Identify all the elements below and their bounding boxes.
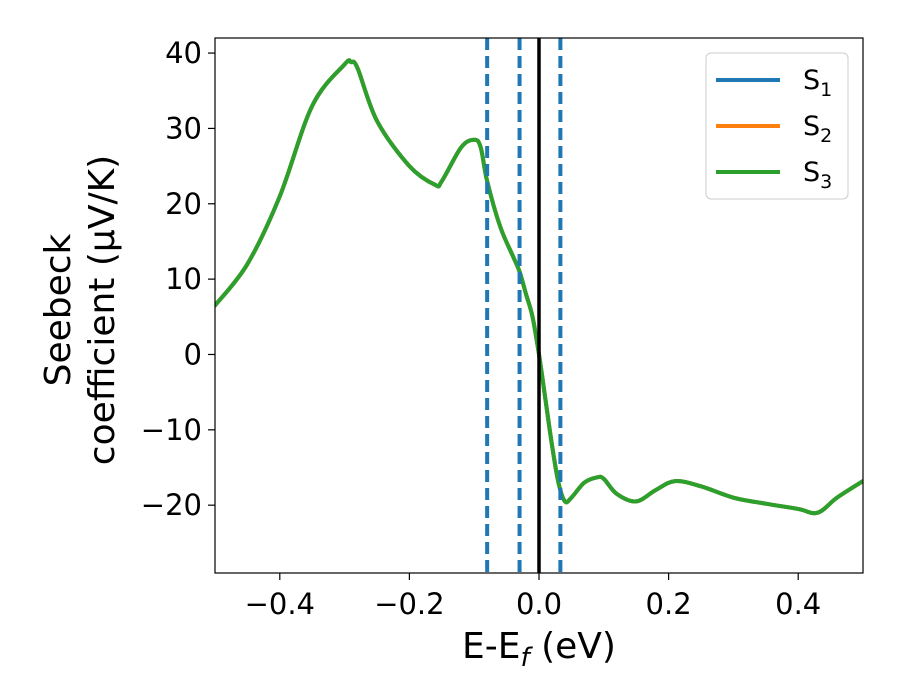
y-axis-title: Seebeck coefficient (μV/K) <box>38 155 123 465</box>
y-tick-label: −10 <box>141 413 202 447</box>
x-axis-title: E-Ef (eV) <box>462 626 616 673</box>
y-tick-label: 30 <box>165 111 202 145</box>
x-tick-label: 0.4 <box>775 587 821 621</box>
x-axis-title-main: E-E <box>462 626 520 667</box>
series-line-S3 <box>215 58 863 516</box>
legend-label-S1: S1 <box>803 65 832 101</box>
x-tick-label: −0.2 <box>374 587 444 621</box>
y-axis-ticks: −20 −10 0 10 20 30 40 <box>141 36 215 522</box>
y-tick-label: −20 <box>141 488 202 522</box>
legend-label-S2: S2 <box>803 111 832 147</box>
x-tick-label: 0.2 <box>646 587 692 621</box>
y-tick-label: 0 <box>184 337 202 371</box>
legend: S1 S2 S3 <box>705 52 849 200</box>
x-tick-label: 0.0 <box>516 587 562 621</box>
legend-label-S3: S3 <box>803 157 832 193</box>
x-axis-ticks: −0.4 −0.2 0.0 0.2 0.4 <box>245 573 821 621</box>
y-axis-title-line1: Seebeck <box>38 233 79 386</box>
y-tick-label: 10 <box>165 262 202 296</box>
y-tick-label: 20 <box>165 187 202 221</box>
y-tick-label: 40 <box>165 36 202 70</box>
series-layer <box>215 58 863 516</box>
x-axis-title-tail: (eV) <box>530 626 616 667</box>
reference-lines <box>485 38 563 573</box>
y-axis-title-line2: coefficient (μV/K) <box>82 155 123 465</box>
x-tick-label: −0.4 <box>245 587 315 621</box>
